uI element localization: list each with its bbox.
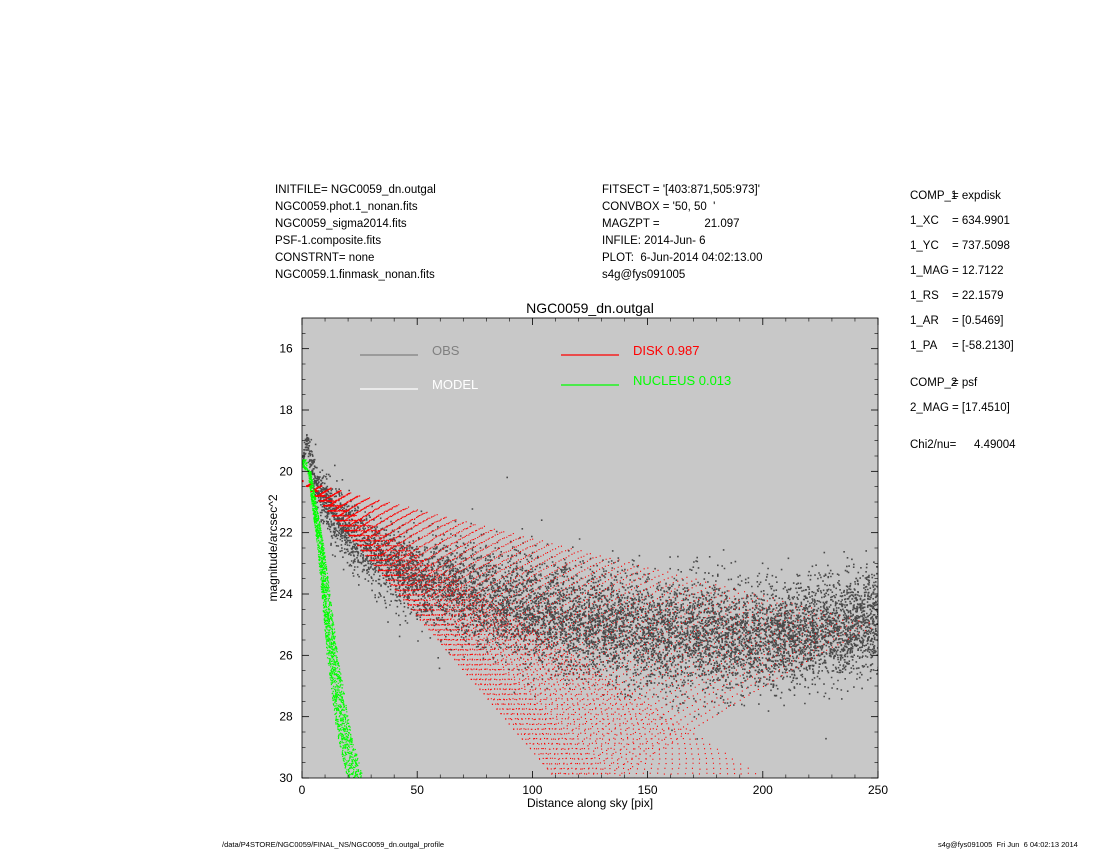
legend-label: DISK 0.987 (633, 343, 700, 358)
legend-label: MODEL (432, 377, 478, 392)
header-line: INITFILE= NGC0059_dn.outgal (275, 184, 436, 196)
y-tick-label: 20 (279, 464, 293, 478)
y-tick-label: 24 (279, 587, 293, 601)
component-value: = [17.4510] (952, 402, 1010, 414)
y-tick-label: 26 (279, 648, 293, 662)
chart-title: NGC0059_dn.outgal (526, 300, 654, 316)
x-axis-label: Distance along sky [pix] (527, 796, 653, 810)
obs-points (302, 434, 878, 740)
header-left-block: INITFILE= NGC0059_dn.outgal NGC0059.phot.… (275, 182, 436, 284)
plot-layer: 0 50 100 150 200 250 16 18 20 22 24 26 28 30 OBS MODEL D… (279, 317, 888, 797)
header-line: NGC0059.1.finmask_nonan.fits (275, 269, 435, 281)
component-label: 1_PA (910, 340, 938, 352)
header-line: NGC0059.phot.1_nonan.fits (275, 201, 418, 213)
header-line: FITSECT = '[403:871,505:973]' (602, 184, 760, 196)
y-tick-label: 18 (279, 403, 293, 417)
component-label: 1_XC (910, 215, 939, 227)
y-tick-label: 28 (279, 710, 293, 724)
plot-background (302, 318, 878, 778)
header-line: INFILE: 2014-Jun- 6 (602, 235, 706, 247)
component-value: = [-58.2130] (952, 340, 1014, 352)
plot-data (302, 434, 878, 778)
component-label: COMP_1 (910, 190, 958, 202)
header-line: MAGZPT = 21.097 (602, 218, 740, 230)
component-value: = 737.5098 (952, 240, 1010, 252)
x-tick-label: 100 (522, 783, 542, 797)
component-label: 1_YC (910, 240, 939, 252)
component-label: Chi2/nu= (910, 439, 957, 451)
component-value: = 22.1579 (952, 290, 1004, 302)
footer-timestamp: s4g@fys091005 Fri Jun 6 04:02:13 2014 (938, 840, 1078, 849)
component-value: = 12.7122 (952, 265, 1004, 277)
x-tick-label: 50 (411, 783, 425, 797)
header-line: s4g@fys091005 (602, 269, 686, 281)
y-tick-label: 30 (279, 771, 293, 785)
component-label: COMP_2 (910, 377, 958, 389)
header-line: CONVBOX = '50, 50 ' (602, 201, 716, 213)
x-tick-label: 200 (753, 783, 773, 797)
component-value: = psf (952, 377, 978, 389)
header-line: CONSTRNT= none (275, 252, 375, 264)
x-tick-label: 0 (299, 783, 306, 797)
component-label: 1_RS (910, 290, 939, 302)
component-label: 1_MAG (910, 265, 949, 277)
component-value: = [0.5469] (952, 315, 1004, 327)
header-line: PLOT: 6-Jun-2014 04:02:13.00 (602, 252, 763, 264)
component-value: = expdisk (952, 190, 1001, 202)
header-mid-block: FITSECT = '[403:871,505:973]' CONVBOX = '… (602, 182, 762, 284)
legend-label: OBS (432, 343, 460, 358)
y-tick-label: 16 (279, 342, 293, 356)
legend-label: NUCLEUS 0.013 (633, 373, 731, 388)
y-tick-label: 22 (279, 526, 293, 540)
x-tick-label: 150 (638, 783, 658, 797)
component-value: 4.49004 (958, 439, 1016, 451)
y-axis-label: magnitude/arcsec^2 (266, 494, 280, 601)
footer-path: /data/P4STORE/NGC0059/FINAL_NS/NGC0059_d… (222, 840, 445, 849)
header-line: NGC0059_sigma2014.fits (275, 218, 407, 230)
component-label: 1_AR (910, 315, 939, 327)
component-value: = 634.9901 (952, 215, 1010, 227)
nucleus-model-points (302, 459, 363, 778)
component-label: 2_MAG (910, 402, 949, 414)
x-tick-label: 250 (868, 783, 888, 797)
header-line: PSF-1.composite.fits (275, 235, 382, 247)
